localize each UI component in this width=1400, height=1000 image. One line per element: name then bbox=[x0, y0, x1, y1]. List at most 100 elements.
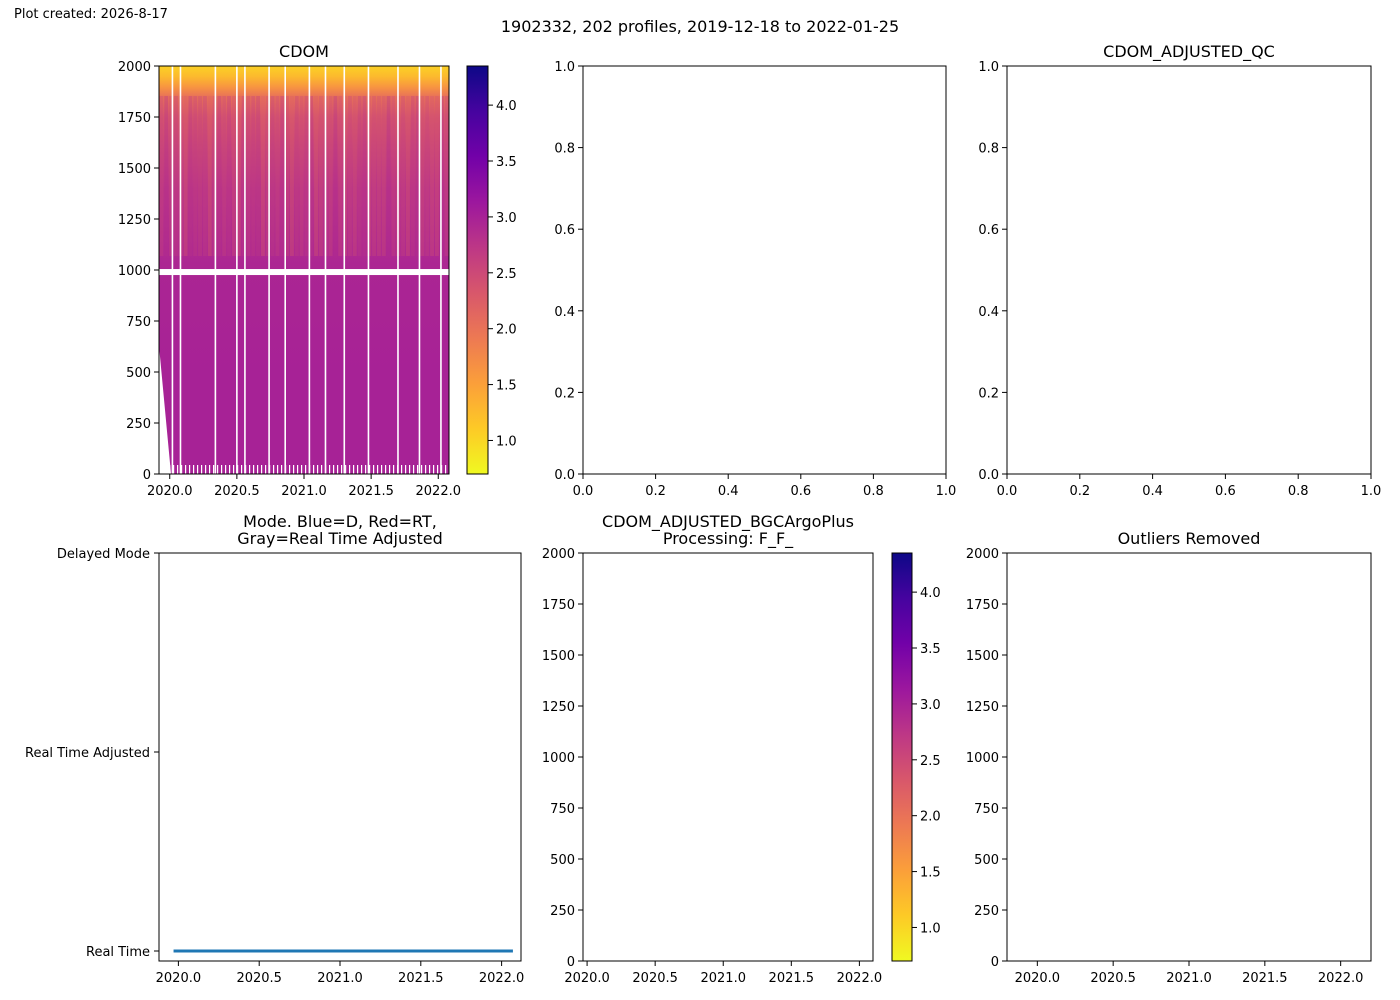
cdom-heatmap-streak bbox=[285, 96, 290, 256]
outliers-removed-xtick-label: 2021.0 bbox=[1166, 971, 1212, 986]
outliers-removed-ytick-label: 1250 bbox=[966, 700, 999, 715]
cdom-gap-column bbox=[284, 66, 287, 474]
outliers-removed-axes-frame bbox=[1006, 552, 1372, 962]
cdom-heatmap-streak bbox=[410, 96, 415, 256]
cdom-heatmap-streak bbox=[347, 96, 352, 256]
cdom-heatmap-streak bbox=[314, 96, 319, 256]
cdom-adjusted-bgcargoplus-ytick-label: 2000 bbox=[542, 547, 575, 562]
cdom-adjusted-bgcargoplus-colorbar-tick-label: 2.0 bbox=[920, 810, 941, 825]
cdom-bottom-gap bbox=[381, 465, 383, 474]
cdom-heatmap-streak bbox=[212, 96, 217, 256]
cdom-bottom-gap bbox=[421, 465, 423, 474]
cdom-ytick-label: 250 bbox=[126, 417, 151, 432]
outliers-removed-ytick-label: 250 bbox=[974, 904, 999, 919]
cdom-bottom-gap bbox=[181, 465, 183, 474]
cdom-missing-wedge bbox=[159, 346, 171, 474]
cdom-bottom-gap bbox=[409, 465, 411, 474]
cdom-bottom-gap bbox=[313, 465, 315, 474]
cdom-heatmap-streak bbox=[159, 96, 164, 256]
cdom-bottom-gap bbox=[389, 465, 391, 474]
cdom-heatmap-streak bbox=[236, 96, 241, 256]
cdom-adjusted-bgcargoplus-colorbar-tick-label: 4.0 bbox=[920, 586, 941, 601]
outliers-removed-ytick-label: 2000 bbox=[966, 547, 999, 562]
cdom-adjusted-bgcargoplus-xtick-label: 2021.0 bbox=[700, 971, 746, 986]
cdom-heatmap-streak bbox=[217, 96, 222, 256]
cdom-bottom-gap bbox=[273, 465, 275, 474]
mode-ytick-label: Delayed Mode bbox=[57, 547, 150, 562]
cdom-adjusted-qc-ytick-label: 0.0 bbox=[978, 468, 999, 483]
cdom-bottom-gap bbox=[185, 465, 187, 474]
cdom-bottom-gap bbox=[229, 465, 231, 474]
cdom-adjusted-bgcargoplus-ytick-label: 0 bbox=[567, 955, 575, 970]
cdom-xtick-label: 2021.0 bbox=[281, 484, 327, 499]
empty-middle-ytick-label: 0.6 bbox=[554, 223, 575, 238]
cdom-heatmap-streak bbox=[222, 96, 227, 256]
empty-middle-xtick-label: 0.4 bbox=[718, 484, 739, 499]
outliers-removed-xtick-label: 2020.5 bbox=[1090, 971, 1136, 986]
cdom-adjusted-bgcargoplus-axes-frame bbox=[582, 552, 874, 962]
cdom-adjusted-qc-ytick-label: 0.4 bbox=[978, 305, 999, 320]
cdom-gap-column bbox=[308, 66, 311, 474]
empty-middle-axes-frame bbox=[582, 65, 947, 475]
cdom-bottom-gap bbox=[369, 465, 371, 474]
outliers-removed-xtick-label: 2020.0 bbox=[1015, 971, 1061, 986]
cdom-heatmap-streak bbox=[328, 96, 333, 256]
cdom-heatmap-streak bbox=[444, 96, 449, 256]
cdom-bottom-gap bbox=[213, 465, 215, 474]
cdom-gap-column bbox=[397, 66, 399, 474]
cdom-adjusted-qc-xtick-label: 0.4 bbox=[1142, 484, 1163, 499]
cdom-heatmap-streak bbox=[193, 96, 198, 256]
cdom-adjusted-qc-ytick-label: 0.8 bbox=[978, 142, 999, 157]
cdom-gap-column bbox=[236, 66, 238, 474]
mode-xtick-label: 2022.0 bbox=[479, 971, 525, 986]
cdom-heatmap bbox=[159, 66, 449, 474]
cdom-heatmap-streak bbox=[270, 96, 275, 256]
cdom-colorbar-tick-label: 1.5 bbox=[496, 379, 517, 394]
cdom-heatmap-streak bbox=[381, 96, 386, 256]
cdom-bottom-gap bbox=[357, 465, 359, 474]
cdom-heatmap-streak bbox=[198, 96, 203, 256]
cdom-heatmap-streak bbox=[231, 96, 236, 256]
cdom-heatmap-streak bbox=[415, 96, 420, 256]
cdom-heatmap-streak bbox=[420, 96, 425, 256]
cdom-adjusted-bgcargoplus-colorbar-tick-label: 3.5 bbox=[920, 642, 941, 657]
cdom-colorbar-tick-label: 2.0 bbox=[496, 323, 517, 338]
empty-middle-xtick-label: 0.6 bbox=[790, 484, 811, 499]
cdom-adjusted-qc-xtick-label: 0.6 bbox=[1215, 484, 1236, 499]
cdom-heatmap-streak bbox=[227, 96, 232, 256]
cdom-bottom-gap bbox=[197, 465, 199, 474]
mode-ytick-label: Real Time bbox=[86, 945, 150, 960]
cdom-gap-column bbox=[179, 66, 182, 474]
cdom-bottom-gap bbox=[301, 465, 303, 474]
cdom-heatmap-streak bbox=[188, 96, 193, 256]
cdom-bottom-gap bbox=[393, 465, 395, 474]
cdom-heatmap-streak bbox=[256, 96, 261, 256]
cdom-adjusted-bgcargoplus-ytick-label: 1500 bbox=[542, 649, 575, 664]
cdom-adjusted-bgcargoplus-title: CDOM_ADJUSTED_BGCArgoPlus bbox=[602, 512, 854, 532]
cdom-bottom-gap bbox=[253, 465, 255, 474]
cdom-ytick-label: 0 bbox=[143, 468, 151, 483]
empty-middle-ytick-label: 0.4 bbox=[554, 305, 575, 320]
cdom-adjusted-bgcargoplus-colorbar-tick-label: 1.5 bbox=[920, 866, 941, 881]
cdom-bottom-gap bbox=[433, 465, 435, 474]
cdom-heatmap-streak bbox=[367, 96, 372, 256]
cdom-bottom-gap bbox=[401, 465, 403, 474]
cdom-heatmap-streak bbox=[183, 96, 188, 256]
cdom-adjusted-bgcargoplus-xtick-label: 2020.5 bbox=[632, 971, 678, 986]
outliers-removed-ytick-label: 750 bbox=[974, 802, 999, 817]
cdom-heatmap-streak bbox=[246, 96, 251, 256]
cdom-bottom-gap bbox=[277, 465, 279, 474]
cdom-heatmap-streak bbox=[299, 96, 304, 256]
cdom-bottom-gap bbox=[373, 465, 375, 474]
cdom-bottom-gap bbox=[397, 465, 399, 474]
cdom-adjusted-qc-xtick-label: 1.0 bbox=[1361, 484, 1382, 499]
cdom-adjusted-bgcargoplus-ytick-label: 250 bbox=[550, 904, 575, 919]
cdom-heatmap-streak bbox=[405, 96, 410, 256]
cdom-heatmap-streak bbox=[169, 96, 174, 256]
cdom-bottom-gap bbox=[317, 465, 319, 474]
cdom-bottom-gap bbox=[217, 465, 219, 474]
empty-middle-ytick-label: 0.0 bbox=[554, 468, 575, 483]
cdom-adjusted-bgcargoplus-ytick-label: 1000 bbox=[542, 751, 575, 766]
cdom-adjusted-bgcargoplus-ytick-label: 750 bbox=[550, 802, 575, 817]
